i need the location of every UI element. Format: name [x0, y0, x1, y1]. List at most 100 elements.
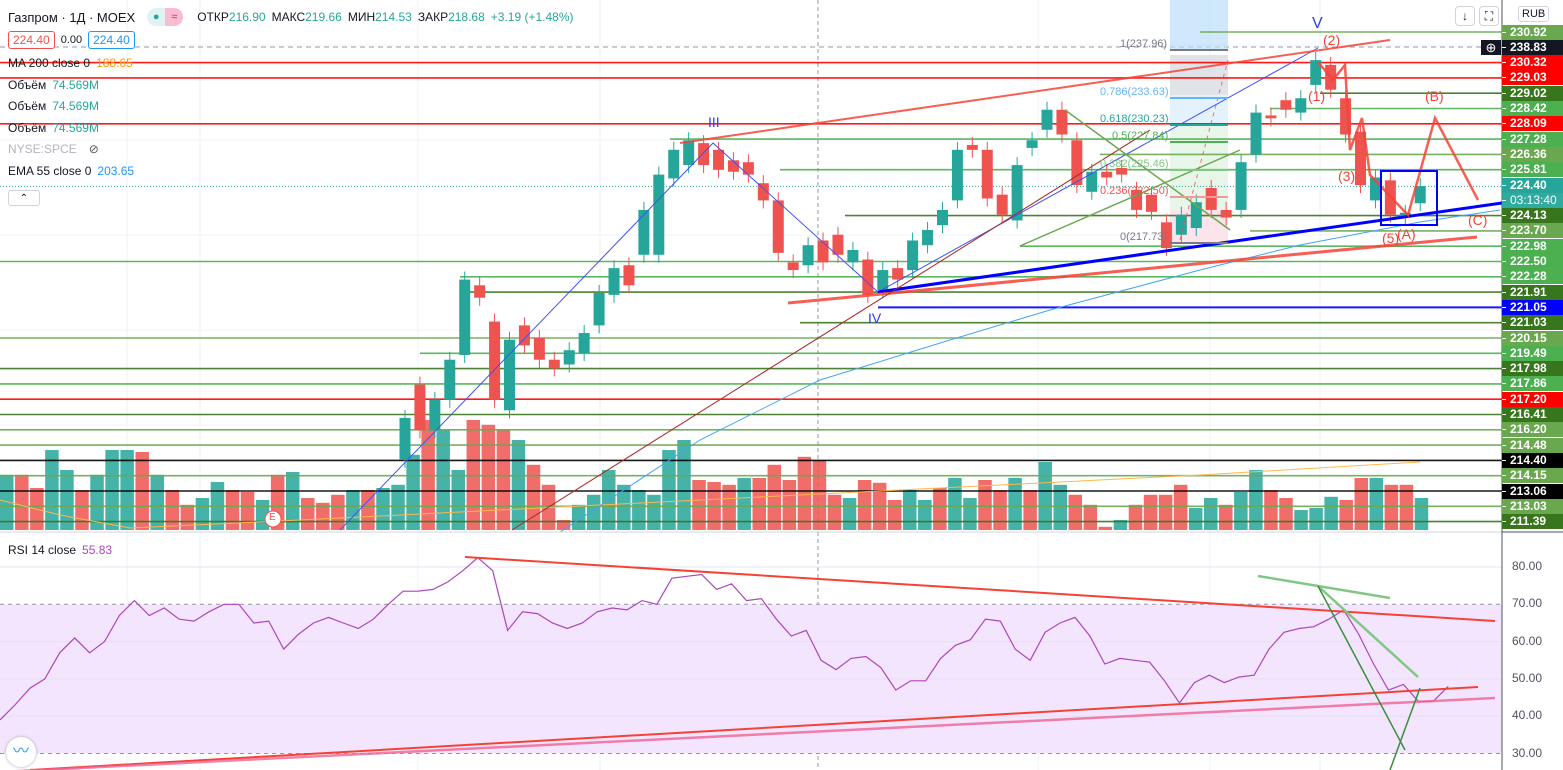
price-level-label: 229.03	[1502, 70, 1563, 86]
fullscreen-icon: ⛶	[1484, 8, 1494, 23]
candle	[683, 140, 695, 166]
indicator-legend[interactable]: EMA 55 close 0 203.65	[8, 164, 134, 178]
candle	[459, 279, 471, 355]
candle	[1131, 189, 1143, 210]
candle	[444, 359, 456, 400]
volume-bar	[903, 490, 917, 530]
candle	[1041, 109, 1053, 130]
price-level-label: 214.15	[1502, 468, 1563, 484]
volume-bar	[361, 490, 375, 530]
indicator-name: NYSE:SPCE	[8, 142, 77, 156]
volume-bar	[105, 450, 119, 530]
volume-bar	[857, 480, 872, 530]
candle	[533, 337, 545, 360]
volume-bar	[406, 454, 420, 530]
candle	[1399, 212, 1411, 218]
price-level-label: 229.02	[1502, 85, 1563, 101]
volume-bar	[451, 470, 465, 530]
fib-level-label: 0.382(225.46)	[1100, 158, 1169, 170]
fullscreen-button[interactable]: ⛶	[1479, 6, 1499, 26]
candle	[1340, 98, 1352, 135]
fib-level-label: 0.5(227.84)	[1112, 130, 1169, 142]
candle	[757, 183, 769, 201]
market-status[interactable]: ● ≈	[147, 8, 184, 26]
candle	[1265, 115, 1277, 119]
candle	[399, 417, 411, 460]
volume-bar	[225, 490, 240, 530]
price-level-label: 214.48	[1502, 437, 1563, 453]
volume-bar	[1038, 462, 1052, 530]
volume-bar	[1083, 504, 1098, 530]
indicator-legend[interactable]: MA 200 close 0 188.65	[8, 56, 133, 70]
chevron-up-icon: ⌃	[19, 192, 29, 204]
candle	[668, 149, 680, 179]
volume-bar	[1098, 526, 1113, 530]
candle	[936, 209, 948, 226]
candle	[847, 250, 859, 263]
indicator-value: 74.569M	[52, 77, 99, 92]
collapse-legend-button[interactable]: ⌃	[8, 190, 40, 206]
volume-bar	[75, 490, 89, 530]
candle	[1160, 222, 1172, 249]
candle	[1011, 165, 1023, 221]
add-alert-plus-icon[interactable]: ⊕	[1481, 40, 1501, 55]
volume-bar	[1249, 470, 1263, 530]
candle	[1026, 140, 1038, 148]
wave-label-5: (5)	[1382, 230, 1400, 246]
indicator-legend[interactable]: Объём 74.569M	[8, 99, 99, 113]
volume-bar	[827, 494, 842, 530]
price-level-label: 213.03	[1502, 498, 1563, 514]
price-level-label: 221.91	[1502, 284, 1563, 300]
indicator-legend[interactable]: Объём 74.569M	[8, 121, 99, 135]
volume-bar	[496, 430, 511, 530]
volume-bar	[1188, 508, 1203, 530]
candle	[802, 245, 814, 266]
candle	[1355, 131, 1367, 186]
wave-label-iii: III	[708, 114, 720, 130]
volume-bar	[1264, 490, 1278, 530]
rsi-axis-tick: 40.00	[1512, 708, 1543, 723]
candle	[1414, 186, 1426, 204]
candle	[727, 160, 739, 172]
buy-button[interactable]: 224.40	[88, 31, 135, 49]
price-level-label: 226.36	[1502, 146, 1563, 162]
fib-zone	[1170, 55, 1228, 95]
indicator-legend[interactable]: NYSE:SPCE ⊘	[8, 142, 99, 156]
rsi-axis-tick: 80.00	[1512, 559, 1543, 573]
rsi-axis-tick: 70.00	[1512, 596, 1543, 611]
currency-button[interactable]: RUB	[1518, 6, 1550, 22]
candle	[1190, 202, 1202, 229]
rsi-trendline	[29, 686, 1479, 770]
volume-bar	[556, 520, 571, 530]
trendline-green	[1019, 149, 1241, 247]
volume-bar	[933, 488, 947, 530]
trendline-brown	[511, 129, 1151, 531]
candle	[504, 339, 516, 411]
volume-bar	[316, 502, 330, 530]
sell-button[interactable]: 224.40	[8, 31, 55, 49]
ma200-line	[0, 461, 1421, 529]
rsi-axis-tick: 50.00	[1512, 670, 1543, 685]
volume-bar	[797, 456, 812, 530]
volume-bar	[1173, 484, 1188, 530]
hidden-eye-icon[interactable]: ⊘	[88, 142, 99, 156]
symbol-title[interactable]: Газпром · 1Д · MOEX	[8, 9, 136, 25]
rsi-legend[interactable]: RSI 14 close 55.83	[8, 543, 112, 557]
price-level-label: 221.05	[1502, 299, 1563, 315]
volume-bar	[511, 440, 526, 530]
candle	[1101, 171, 1113, 178]
candle	[996, 194, 1008, 215]
indicator-legend[interactable]: Объём 74.569M	[8, 78, 99, 92]
volume-bar	[331, 494, 345, 530]
volume-bar	[1279, 498, 1293, 530]
arrow-down-icon: ↓	[1462, 9, 1468, 23]
volume-bar	[1234, 492, 1248, 530]
scroll-to-latest-button[interactable]: ↓	[1455, 6, 1475, 26]
tradingview-logo-icon[interactable]: 〰	[6, 737, 36, 767]
candle	[608, 268, 620, 295]
spread-value: 0.00	[60, 34, 83, 46]
wave-label-3: (3)	[1338, 168, 1356, 184]
indicator-name: MA 200 close 0	[8, 56, 91, 70]
candle	[1116, 167, 1128, 175]
